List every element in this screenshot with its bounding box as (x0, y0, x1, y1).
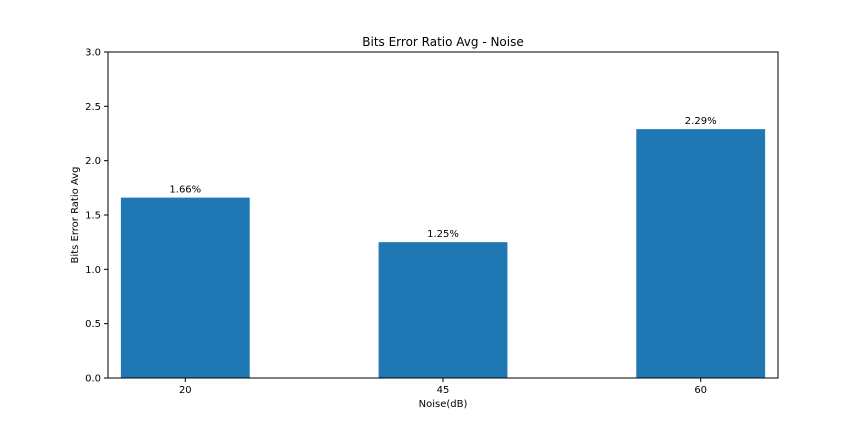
y-tick-label: 2.5 (85, 102, 101, 113)
data-labels: 1.66% 1.25% 2.29% (169, 116, 716, 240)
data-label: 1.66% (169, 185, 201, 196)
bar-20 (120, 197, 250, 378)
bar-45 (378, 242, 508, 378)
x-tick-label: 45 (437, 385, 450, 396)
y-axis-label: Bits Error Ratio Avg (70, 167, 81, 264)
data-label: 2.29% (685, 116, 717, 127)
y-tick-label: 2.0 (85, 156, 101, 167)
y-tick-label: 0.0 (85, 374, 101, 385)
y-tick-label: 3.0 (85, 48, 101, 59)
x-axis-label: Noise(dB) (419, 399, 468, 410)
x-tick-label: 20 (179, 385, 192, 396)
x-tick-label: 60 (694, 385, 707, 396)
bars-group (120, 129, 766, 378)
y-tick-label: 1.5 (85, 211, 101, 222)
y-axis: 0.0 0.5 1.0 1.5 2.0 2.5 3.0 (85, 48, 108, 385)
y-tick-label: 0.5 (85, 319, 101, 330)
data-label: 1.25% (427, 229, 459, 240)
y-tick-label: 1.0 (85, 265, 101, 276)
bar-60 (636, 129, 766, 378)
x-axis: 20 45 60 (179, 378, 707, 396)
chart-title: Bits Error Ratio Avg - Noise (362, 35, 524, 49)
